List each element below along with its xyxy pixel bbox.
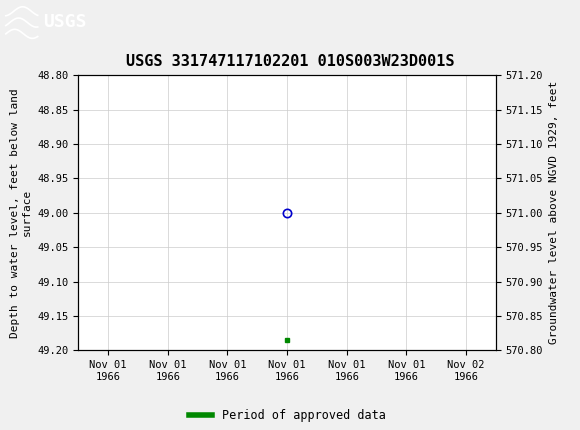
Y-axis label: Groundwater level above NGVD 1929, feet: Groundwater level above NGVD 1929, feet bbox=[549, 81, 559, 344]
Y-axis label: Depth to water level, feet below land
surface: Depth to water level, feet below land su… bbox=[10, 88, 32, 338]
Text: USGS 331747117102201 010S003W23D001S: USGS 331747117102201 010S003W23D001S bbox=[126, 54, 454, 69]
Text: USGS: USGS bbox=[44, 12, 87, 31]
Legend: Period of approved data: Period of approved data bbox=[184, 405, 390, 427]
